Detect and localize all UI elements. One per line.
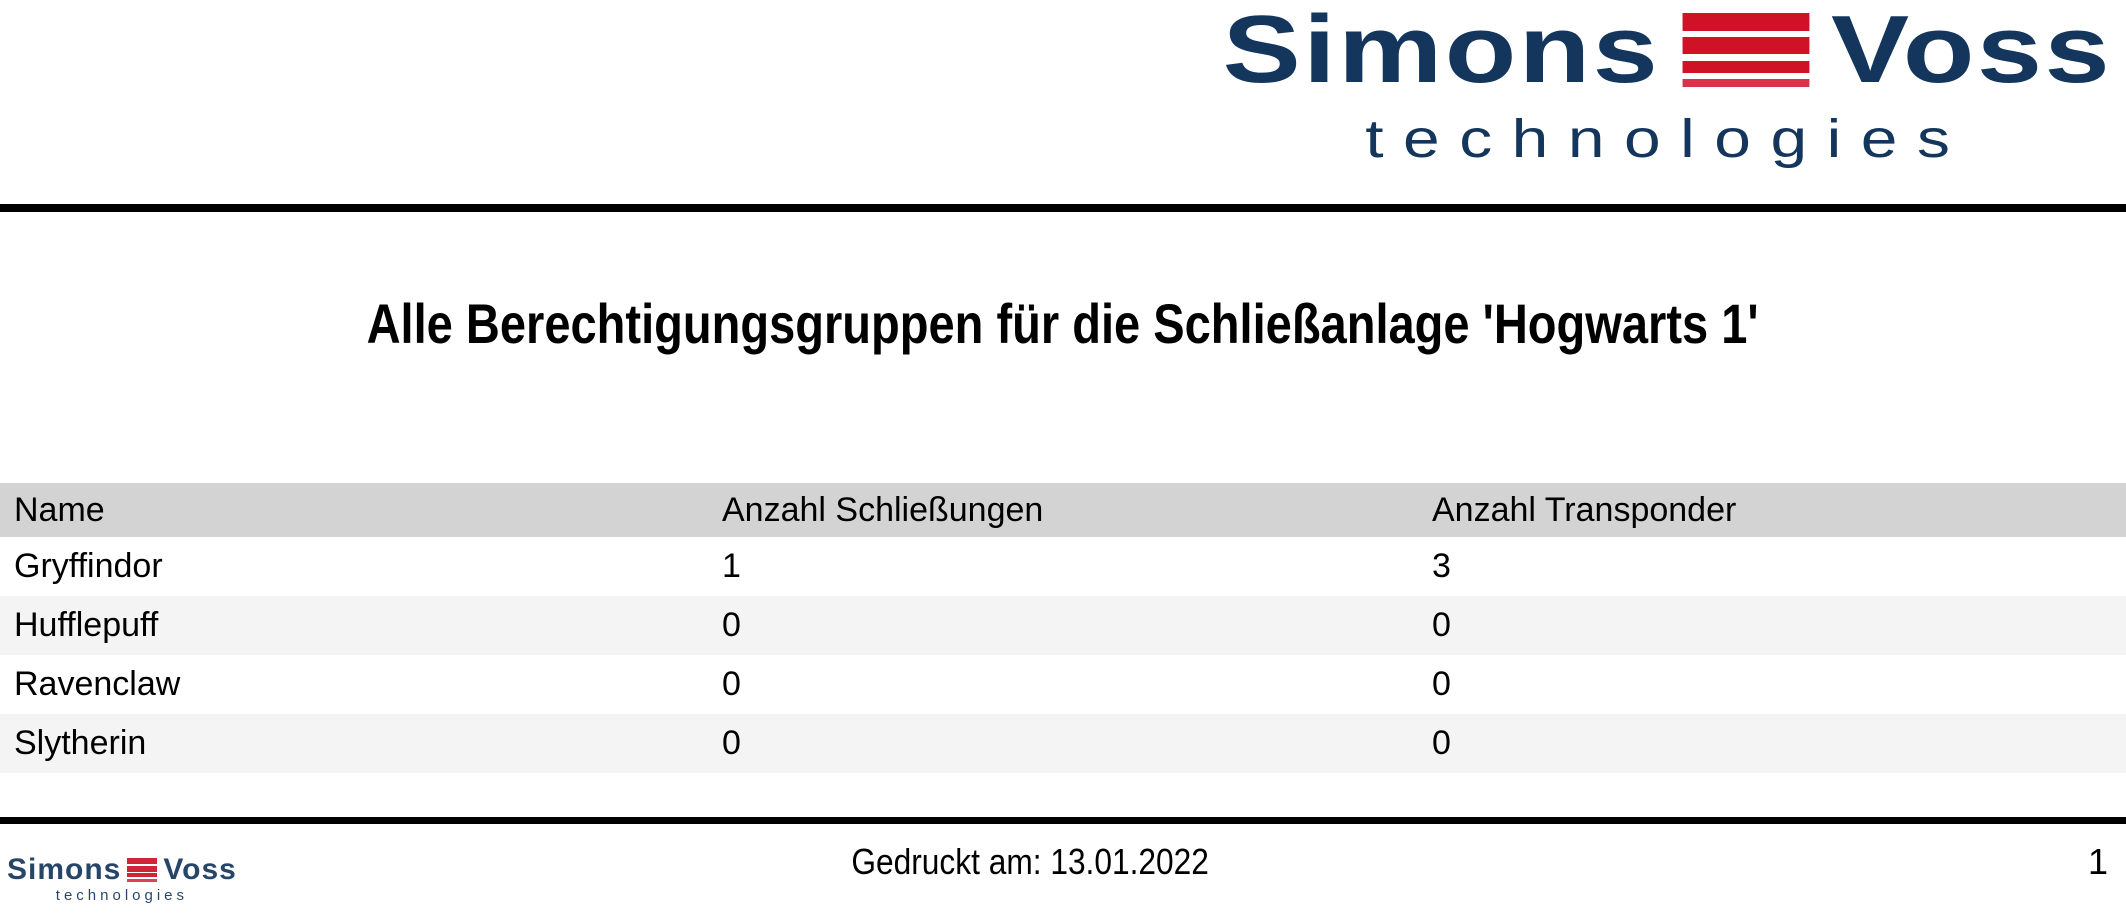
simonsvoss-footer-logo-row: Simons Voss	[7, 855, 237, 885]
cell-anzahl-schliessungen: 0	[722, 606, 741, 644]
column-header-anzahl-schliessungen: Anzahl Schließungen	[722, 490, 1044, 529]
cell-anzahl-schliessungen: 0	[722, 665, 741, 703]
cell-anzahl-transponder: 3	[1432, 547, 1451, 585]
cell-anzahl-transponder: 0	[1432, 606, 1451, 644]
simonsvoss-logo-row: Simons Voss	[1223, 2, 2112, 98]
logo-text-simons: Simons	[1222, 0, 1661, 103]
table-row: Hufflepuff 0 0	[0, 596, 2126, 655]
page-number: 1	[2087, 841, 2108, 882]
report-title: Alle Berechtigungsgruppen für die Schlie…	[366, 292, 1759, 355]
footer-logo-text-technologies: technologies	[55, 887, 189, 904]
simonsvoss-footer-stripes-icon	[127, 858, 158, 882]
footer-logo-text-simons: Simons	[7, 853, 122, 886]
column-header-anzahl-transponder: Anzahl Transponder	[1432, 490, 1737, 529]
footer-divider	[0, 817, 2126, 824]
cell-name: Ravenclaw	[14, 665, 181, 703]
printed-date: Gedruckt am: 13.01.2022	[851, 841, 1209, 882]
cell-anzahl-schliessungen: 0	[722, 724, 741, 762]
table-row: Gryffindor 1 3	[0, 537, 2126, 596]
header-divider	[0, 204, 2126, 212]
column-header-name: Name	[14, 490, 105, 529]
logo-text-technologies: technologies	[1365, 109, 1970, 169]
logo-text-voss: Voss	[1830, 0, 2112, 103]
simonsvoss-stripes-icon	[1682, 13, 1810, 87]
authorization-groups-table: Name Anzahl Schließungen Anzahl Transpon…	[0, 483, 2126, 773]
cell-name: Hufflepuff	[14, 606, 159, 644]
cell-anzahl-transponder: 0	[1432, 665, 1451, 703]
cell-anzahl-transponder: 0	[1432, 724, 1451, 762]
footer-logo-text-voss: Voss	[163, 853, 237, 886]
cell-name: Slytherin	[14, 724, 147, 762]
simonsvoss-footer-logo: Simons Voss technologies	[7, 855, 237, 904]
simonsvoss-logo: Simons Voss technologies	[1223, 2, 2112, 169]
table-row: Ravenclaw 0 0	[0, 655, 2126, 714]
cell-name: Gryffindor	[14, 547, 163, 585]
table-row: Slytherin 0 0	[0, 714, 2126, 773]
cell-anzahl-schliessungen: 1	[722, 547, 741, 585]
table-header-row: Name Anzahl Schließungen Anzahl Transpon…	[0, 483, 2126, 537]
